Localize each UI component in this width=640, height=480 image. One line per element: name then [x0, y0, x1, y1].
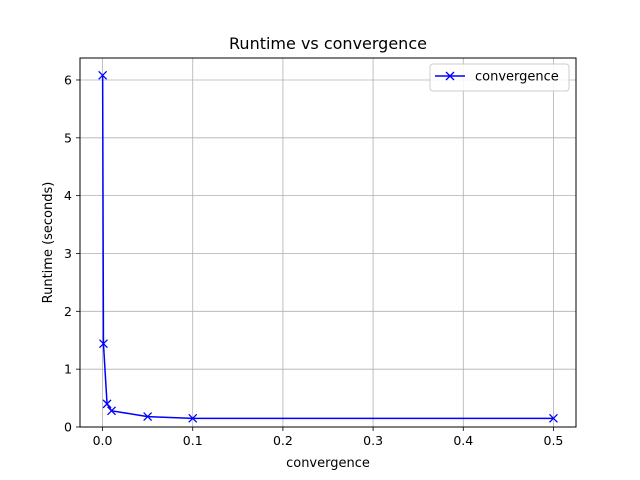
legend: convergence	[429, 63, 570, 92]
chart-title: Runtime vs convergence	[229, 34, 427, 53]
y-tick-label: 0	[64, 420, 72, 435]
x-tick-label: 0.3	[363, 433, 383, 448]
data-point-marker	[188, 413, 198, 423]
data-point-marker	[98, 339, 108, 349]
y-axis-label: Runtime (seconds)	[41, 182, 56, 304]
y-tick-label: 5	[64, 130, 72, 145]
plot-area	[98, 70, 558, 423]
x-tick-label: 0.1	[183, 433, 203, 448]
grid	[80, 58, 576, 428]
y-tick-label: 6	[64, 72, 72, 87]
y-tick-label: 2	[64, 304, 72, 319]
axes-frame	[79, 57, 577, 428]
data-point-marker	[548, 413, 558, 423]
data-point-marker	[102, 399, 112, 409]
data-point-marker	[107, 406, 117, 416]
x-tick-label: 0.0	[93, 433, 113, 448]
legend-x-marker	[445, 71, 455, 81]
y-tick-label: 1	[64, 362, 72, 377]
x-tick-label: 0.5	[544, 433, 564, 448]
legend-marker	[445, 71, 455, 81]
x-axis-label: convergence	[286, 456, 370, 471]
legend-box	[429, 63, 570, 92]
x-tick-label: 0.2	[273, 433, 293, 448]
ticks: 0.0 0.1 0.2 0.3 0.4 0.5 0 1 2 3 4 5 6	[64, 72, 563, 448]
y-tick-label: 4	[64, 188, 72, 203]
data-point-marker	[143, 412, 153, 422]
x-tick-label: 0.4	[453, 433, 473, 448]
legend-series-label: convergence	[475, 70, 559, 85]
data-point-marker	[98, 70, 108, 80]
y-tick-label: 3	[64, 246, 72, 261]
